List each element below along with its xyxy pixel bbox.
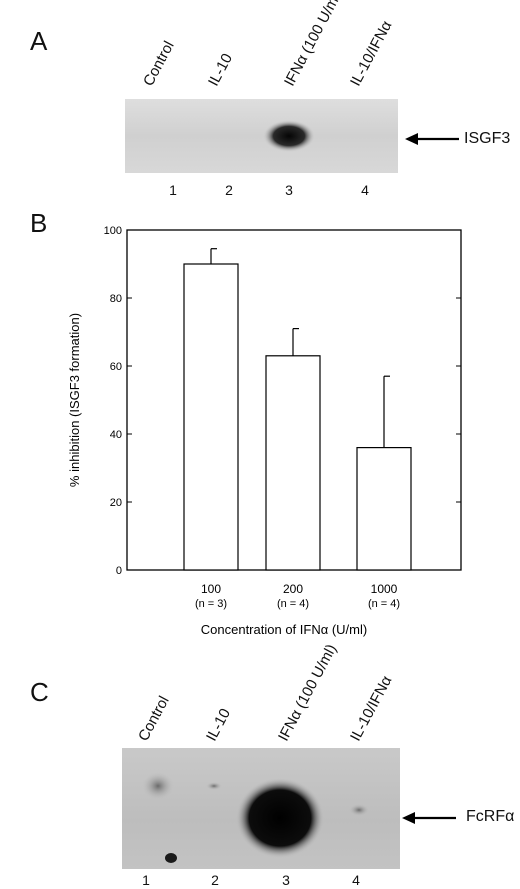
panel-c-band-label: FcRFα — [466, 808, 515, 825]
panel-c-smudge-3 — [349, 804, 369, 816]
panel-a-isgf3-band — [263, 120, 315, 152]
panel-c-fcrfa-band — [236, 778, 324, 858]
panel-c-lane-number-2: 2 — [211, 872, 219, 888]
panel-c-lane-number-3: 3 — [282, 872, 290, 888]
y-tick-label: 20 — [110, 497, 122, 509]
panel-a-arrow-icon — [405, 133, 459, 145]
panel-c-lane-number-4: 4 — [352, 872, 360, 888]
bar-100 — [183, 263, 239, 571]
panel-c-lane-label-control: Control — [134, 693, 173, 744]
panel-a-lane-number-1: 1 — [169, 182, 177, 198]
panel-c-lane-number-1: 1 — [142, 872, 150, 888]
bar-1000 — [356, 447, 412, 571]
y-tick-label: 60 — [110, 361, 122, 373]
x-axis-label: Concentration of IFNα (U/ml) — [201, 622, 367, 637]
x-category-sublabel: (n = 4) — [368, 598, 400, 610]
panel-a-band-label: ISGF3 — [464, 130, 511, 147]
y-tick-label: 0 — [116, 565, 122, 577]
bar-200 — [265, 355, 321, 571]
x-category-label: 200 — [283, 582, 303, 596]
panel-c-lane-label-il10: IL-10 — [202, 705, 235, 744]
y-axis-label: % inhibition (ISGF3 formation) — [67, 313, 82, 487]
panel-c-letter: C — [30, 677, 49, 707]
panel-a-lane-number-3: 3 — [285, 182, 293, 198]
panel-c-arrow-icon — [402, 812, 456, 824]
panel-a-lane-number-4: 4 — [361, 182, 369, 198]
y-tick-label: 80 — [110, 293, 122, 305]
panel-a-letter: A — [30, 26, 48, 56]
x-category-sublabel: (n = 3) — [195, 598, 227, 610]
panel-b-letter: B — [30, 208, 48, 238]
y-tick-label: 100 — [104, 225, 122, 237]
panel-c-smudge-1 — [142, 772, 174, 800]
panel-a-band-svg — [263, 120, 315, 152]
panel-a-lane-number-2: 2 — [225, 182, 233, 198]
panel-c-smudge-2 — [165, 853, 177, 863]
panel-c-gel-blot — [122, 748, 400, 869]
panel-c-smudge-4 — [206, 782, 222, 790]
panel-a-gel-blot — [125, 99, 398, 173]
x-category-label: 1000 — [371, 582, 398, 596]
panel-c-lane-label-il10-ifn: IL-10/IFNα — [346, 673, 396, 744]
panel-c-band-svg — [142, 772, 369, 863]
x-category-label: 100 — [201, 582, 221, 596]
y-tick-label: 40 — [110, 429, 122, 441]
inhibition-bar-chart: 0 20 40 60 80 100 100 (n = 3) 200 (n = 4) 1000 (n … — [67, 225, 462, 637]
x-category-sublabel: (n = 4) — [277, 598, 309, 610]
